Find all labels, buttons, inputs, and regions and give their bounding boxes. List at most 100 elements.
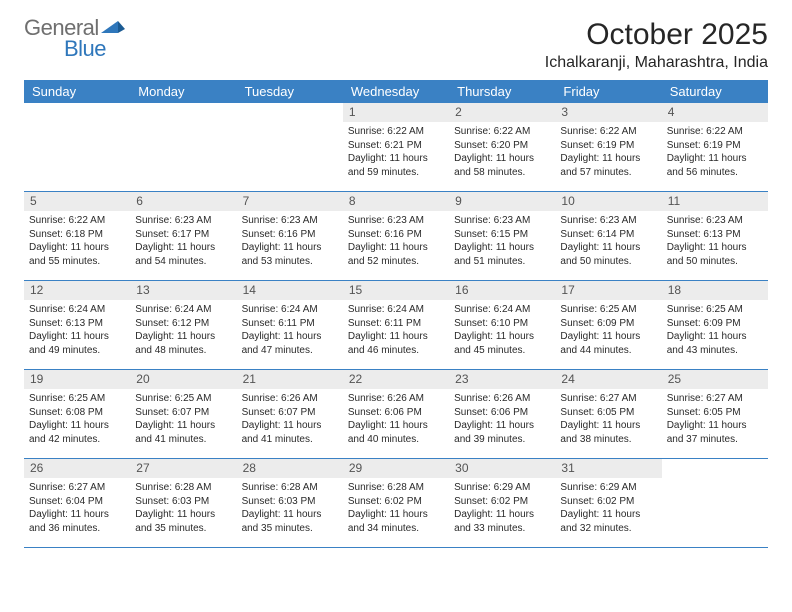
day-number: 10 (555, 192, 661, 211)
day-number: 18 (662, 281, 768, 300)
sunset-text: Sunset: 6:17 PM (135, 228, 231, 242)
day-cell: 1Sunrise: 6:22 AMSunset: 6:21 PMDaylight… (343, 103, 449, 191)
sunrise-text: Sunrise: 6:28 AM (135, 481, 231, 495)
sunrise-text: Sunrise: 6:26 AM (242, 392, 338, 406)
day-cell: 24Sunrise: 6:27 AMSunset: 6:05 PMDayligh… (555, 370, 661, 458)
day-data: Sunrise: 6:22 AMSunset: 6:20 PMDaylight:… (449, 122, 555, 183)
day-data: Sunrise: 6:23 AMSunset: 6:17 PMDaylight:… (130, 211, 236, 272)
day-cell: 3Sunrise: 6:22 AMSunset: 6:19 PMDaylight… (555, 103, 661, 191)
sunrise-text: Sunrise: 6:24 AM (348, 303, 444, 317)
day-number: 24 (555, 370, 661, 389)
daylight-text: Daylight: 11 hours and 55 minutes. (29, 241, 125, 268)
sunrise-text: Sunrise: 6:22 AM (454, 125, 550, 139)
daylight-text: Daylight: 11 hours and 50 minutes. (667, 241, 763, 268)
daylight-text: Daylight: 11 hours and 37 minutes. (667, 419, 763, 446)
sunset-text: Sunset: 6:05 PM (667, 406, 763, 420)
weekday-col: Friday (555, 80, 661, 103)
week-row: 5Sunrise: 6:22 AMSunset: 6:18 PMDaylight… (24, 192, 768, 281)
daylight-text: Daylight: 11 hours and 49 minutes. (29, 330, 125, 357)
day-number: 11 (662, 192, 768, 211)
daylight-text: Daylight: 11 hours and 35 minutes. (242, 508, 338, 535)
day-cell: 6Sunrise: 6:23 AMSunset: 6:17 PMDaylight… (130, 192, 236, 280)
day-number: 8 (343, 192, 449, 211)
sunrise-text: Sunrise: 6:29 AM (560, 481, 656, 495)
day-number: 19 (24, 370, 130, 389)
day-number: 21 (237, 370, 343, 389)
sunrise-text: Sunrise: 6:29 AM (454, 481, 550, 495)
sunset-text: Sunset: 6:13 PM (667, 228, 763, 242)
day-data: Sunrise: 6:24 AMSunset: 6:12 PMDaylight:… (130, 300, 236, 361)
day-cell: 27Sunrise: 6:28 AMSunset: 6:03 PMDayligh… (130, 459, 236, 547)
day-data: Sunrise: 6:24 AMSunset: 6:13 PMDaylight:… (24, 300, 130, 361)
day-number (237, 103, 343, 109)
daylight-text: Daylight: 11 hours and 47 minutes. (242, 330, 338, 357)
day-cell (237, 103, 343, 191)
day-cell (24, 103, 130, 191)
week-row: 12Sunrise: 6:24 AMSunset: 6:13 PMDayligh… (24, 281, 768, 370)
day-cell: 21Sunrise: 6:26 AMSunset: 6:07 PMDayligh… (237, 370, 343, 458)
sunrise-text: Sunrise: 6:27 AM (29, 481, 125, 495)
sunset-text: Sunset: 6:02 PM (348, 495, 444, 509)
day-cell (130, 103, 236, 191)
daylight-text: Daylight: 11 hours and 56 minutes. (667, 152, 763, 179)
sunrise-text: Sunrise: 6:22 AM (29, 214, 125, 228)
sunrise-text: Sunrise: 6:28 AM (242, 481, 338, 495)
sunrise-text: Sunrise: 6:23 AM (242, 214, 338, 228)
weekday-header: Sunday Monday Tuesday Wednesday Thursday… (24, 80, 768, 103)
day-cell: 4Sunrise: 6:22 AMSunset: 6:19 PMDaylight… (662, 103, 768, 191)
day-data: Sunrise: 6:22 AMSunset: 6:19 PMDaylight:… (662, 122, 768, 183)
sunrise-text: Sunrise: 6:23 AM (348, 214, 444, 228)
day-cell: 22Sunrise: 6:26 AMSunset: 6:06 PMDayligh… (343, 370, 449, 458)
sunset-text: Sunset: 6:20 PM (454, 139, 550, 153)
sunset-text: Sunset: 6:10 PM (454, 317, 550, 331)
day-number: 27 (130, 459, 236, 478)
daylight-text: Daylight: 11 hours and 52 minutes. (348, 241, 444, 268)
daylight-text: Daylight: 11 hours and 59 minutes. (348, 152, 444, 179)
day-number: 20 (130, 370, 236, 389)
day-cell: 7Sunrise: 6:23 AMSunset: 6:16 PMDaylight… (237, 192, 343, 280)
sunset-text: Sunset: 6:08 PM (29, 406, 125, 420)
day-data: Sunrise: 6:25 AMSunset: 6:07 PMDaylight:… (130, 389, 236, 450)
day-data: Sunrise: 6:24 AMSunset: 6:11 PMDaylight:… (343, 300, 449, 361)
sunset-text: Sunset: 6:03 PM (242, 495, 338, 509)
sunrise-text: Sunrise: 6:24 AM (29, 303, 125, 317)
daylight-text: Daylight: 11 hours and 53 minutes. (242, 241, 338, 268)
day-number: 9 (449, 192, 555, 211)
sunrise-text: Sunrise: 6:26 AM (348, 392, 444, 406)
day-number: 13 (130, 281, 236, 300)
day-data: Sunrise: 6:25 AMSunset: 6:09 PMDaylight:… (662, 300, 768, 361)
sunset-text: Sunset: 6:04 PM (29, 495, 125, 509)
sunrise-text: Sunrise: 6:25 AM (560, 303, 656, 317)
sunset-text: Sunset: 6:02 PM (454, 495, 550, 509)
day-cell: 28Sunrise: 6:28 AMSunset: 6:03 PMDayligh… (237, 459, 343, 547)
sunset-text: Sunset: 6:11 PM (242, 317, 338, 331)
day-data: Sunrise: 6:22 AMSunset: 6:19 PMDaylight:… (555, 122, 661, 183)
day-cell: 23Sunrise: 6:26 AMSunset: 6:06 PMDayligh… (449, 370, 555, 458)
sunset-text: Sunset: 6:16 PM (242, 228, 338, 242)
day-data: Sunrise: 6:25 AMSunset: 6:09 PMDaylight:… (555, 300, 661, 361)
day-cell: 9Sunrise: 6:23 AMSunset: 6:15 PMDaylight… (449, 192, 555, 280)
daylight-text: Daylight: 11 hours and 38 minutes. (560, 419, 656, 446)
day-number: 22 (343, 370, 449, 389)
day-data: Sunrise: 6:27 AMSunset: 6:04 PMDaylight:… (24, 478, 130, 539)
weekday-col: Monday (130, 80, 236, 103)
day-data: Sunrise: 6:26 AMSunset: 6:06 PMDaylight:… (343, 389, 449, 450)
sunrise-text: Sunrise: 6:25 AM (667, 303, 763, 317)
day-cell: 20Sunrise: 6:25 AMSunset: 6:07 PMDayligh… (130, 370, 236, 458)
sunset-text: Sunset: 6:03 PM (135, 495, 231, 509)
day-cell: 17Sunrise: 6:25 AMSunset: 6:09 PMDayligh… (555, 281, 661, 369)
day-cell: 30Sunrise: 6:29 AMSunset: 6:02 PMDayligh… (449, 459, 555, 547)
sunrise-text: Sunrise: 6:24 AM (242, 303, 338, 317)
daylight-text: Daylight: 11 hours and 51 minutes. (454, 241, 550, 268)
day-data: Sunrise: 6:26 AMSunset: 6:06 PMDaylight:… (449, 389, 555, 450)
day-number: 29 (343, 459, 449, 478)
daylight-text: Daylight: 11 hours and 41 minutes. (242, 419, 338, 446)
daylight-text: Daylight: 11 hours and 43 minutes. (667, 330, 763, 357)
day-data: Sunrise: 6:28 AMSunset: 6:02 PMDaylight:… (343, 478, 449, 539)
day-data: Sunrise: 6:23 AMSunset: 6:16 PMDaylight:… (237, 211, 343, 272)
weekday-col: Wednesday (343, 80, 449, 103)
day-number: 7 (237, 192, 343, 211)
day-cell: 8Sunrise: 6:23 AMSunset: 6:16 PMDaylight… (343, 192, 449, 280)
day-data: Sunrise: 6:27 AMSunset: 6:05 PMDaylight:… (662, 389, 768, 450)
sunset-text: Sunset: 6:11 PM (348, 317, 444, 331)
